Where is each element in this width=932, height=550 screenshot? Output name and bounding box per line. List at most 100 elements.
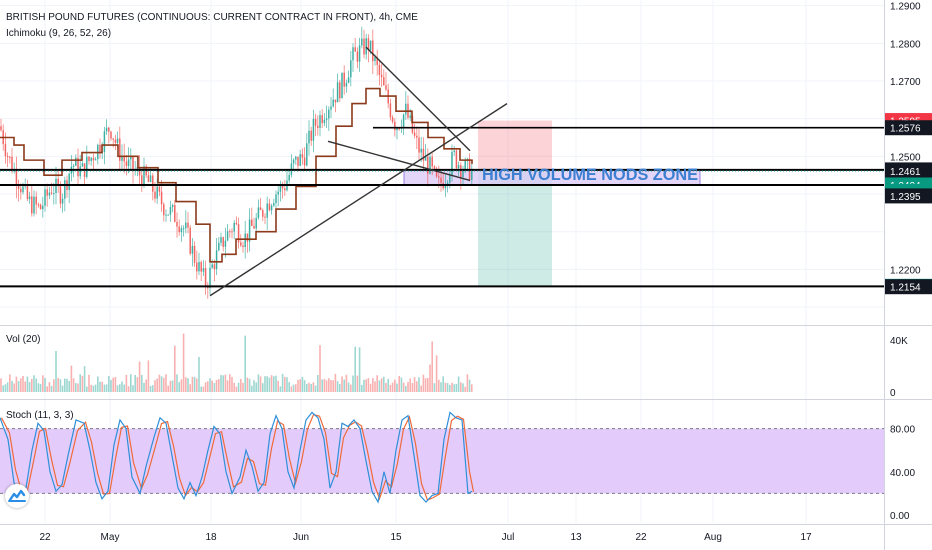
candle-body xyxy=(336,82,339,103)
ichimoku-line xyxy=(0,87,473,263)
candle-body xyxy=(253,225,255,229)
candle-body xyxy=(15,168,18,186)
candle-body xyxy=(240,242,242,246)
candle-body xyxy=(418,137,420,153)
volume-bar xyxy=(341,376,343,392)
stoch-k-line xyxy=(0,411,473,504)
volume-bars xyxy=(0,333,473,392)
candle-body xyxy=(211,264,213,268)
time-tick-label: Jun xyxy=(293,532,309,543)
volume-bar xyxy=(229,374,231,392)
candle-body xyxy=(314,118,317,126)
volume-bar xyxy=(125,374,128,392)
volume-bar xyxy=(396,383,398,392)
volume-bar xyxy=(171,380,174,392)
volume-bar xyxy=(136,377,139,392)
volume-bar xyxy=(248,378,251,392)
price-tag[interactable]: 1.2461 xyxy=(885,163,932,179)
volume-bar xyxy=(119,384,121,392)
stop-loss-area[interactable] xyxy=(478,120,552,170)
volume-bar xyxy=(433,383,436,392)
volume-bar xyxy=(323,378,326,392)
candle-body xyxy=(380,74,383,78)
volume-bar xyxy=(460,382,462,392)
volume-bar xyxy=(365,379,367,392)
candle-body xyxy=(429,156,431,174)
price-tag-background xyxy=(885,279,932,295)
candle-body xyxy=(264,216,266,218)
candle-body xyxy=(229,231,231,233)
time-tick-label: Aug xyxy=(704,532,722,543)
volume-bar xyxy=(178,382,180,392)
volume-bar xyxy=(231,376,233,392)
volume-bar xyxy=(240,378,242,392)
long-short-position-tool[interactable] xyxy=(478,120,552,287)
volume-bar xyxy=(312,382,315,392)
trend-line[interactable] xyxy=(209,103,508,297)
ichimoku-legend[interactable]: Ichimoku (9, 26, 52, 26) xyxy=(6,28,112,39)
volume-bar xyxy=(321,379,323,392)
volume-bar xyxy=(200,386,202,392)
volume-bar xyxy=(343,379,345,392)
candle-body xyxy=(347,77,350,83)
volume-bar xyxy=(17,381,20,392)
candle-body xyxy=(288,174,290,181)
volume-bar xyxy=(418,377,420,392)
candle-body xyxy=(244,233,246,248)
candle-body xyxy=(389,103,392,118)
candle-body xyxy=(17,185,20,189)
trend-line[interactable] xyxy=(365,46,471,152)
candle-body xyxy=(220,237,222,243)
tradingview-logo[interactable] xyxy=(5,484,29,508)
volume-bar xyxy=(431,341,433,392)
candle-body xyxy=(270,205,273,211)
volume-bar xyxy=(28,381,31,392)
volume-bar xyxy=(35,378,37,392)
volume-bar xyxy=(24,381,26,392)
price-tag[interactable]: 1.2154 xyxy=(885,279,932,295)
horizontal-levels[interactable] xyxy=(0,126,884,288)
volume-bar xyxy=(55,350,57,392)
candle-body xyxy=(79,166,81,177)
candle-body xyxy=(416,135,418,138)
volume-bar xyxy=(444,382,447,392)
volume-bar xyxy=(257,374,260,392)
candle-body xyxy=(266,203,268,218)
volume-bar xyxy=(167,385,169,392)
chart-grid xyxy=(0,0,884,523)
volume-bar xyxy=(273,376,275,392)
candle-body xyxy=(325,118,328,120)
take-profit-area[interactable] xyxy=(478,169,552,287)
candle-body xyxy=(402,114,405,128)
stoch-legend[interactable]: Stoch (11, 3, 3) xyxy=(6,410,74,421)
candle-body xyxy=(319,115,321,128)
volume-bar xyxy=(108,376,110,392)
trend-line[interactable] xyxy=(327,140,471,182)
volume-bar xyxy=(356,375,359,392)
trend-lines[interactable] xyxy=(209,46,508,297)
volume-bar xyxy=(220,375,222,392)
candle-body xyxy=(268,203,271,211)
candle-body xyxy=(433,166,436,169)
volume-bar xyxy=(367,378,370,392)
volume-legend[interactable]: Vol (20) xyxy=(6,334,41,345)
candle-body xyxy=(61,198,64,204)
time-axis[interactable]: 22 May 18 Jun 15 Jul 13 22 Aug 17 xyxy=(39,532,812,543)
price-tag[interactable]: 1.2576 xyxy=(885,120,932,136)
price-tag[interactable]: 1.2395 xyxy=(885,188,932,204)
candle-body xyxy=(143,166,145,186)
candle-body xyxy=(295,156,297,160)
volume-bar xyxy=(213,382,216,392)
volume-bar xyxy=(361,384,363,392)
candle-body xyxy=(44,189,46,206)
volume-bar xyxy=(204,382,207,392)
candle-body xyxy=(105,127,108,132)
candle-body xyxy=(176,221,178,227)
price-axis[interactable]: 1.29001.28001.27001.25001.22001.25951.25… xyxy=(885,2,932,522)
candle-body xyxy=(132,156,134,171)
volume-bar xyxy=(4,384,7,392)
candle-body xyxy=(198,262,200,272)
candle-body xyxy=(248,219,251,242)
